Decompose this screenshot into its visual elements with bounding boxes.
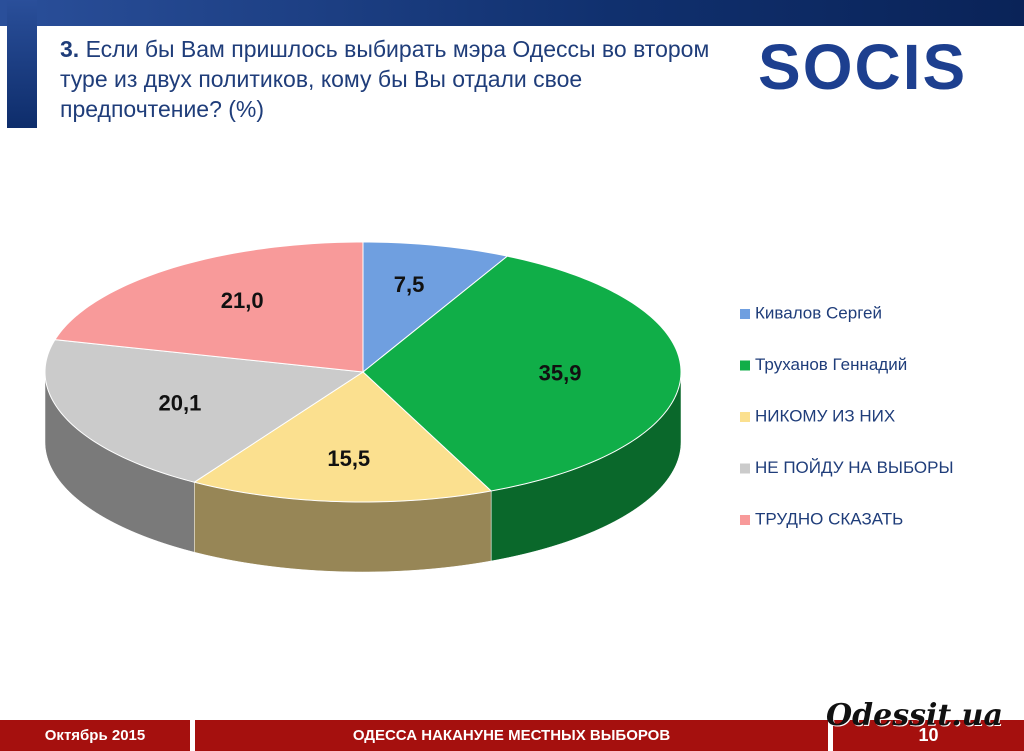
legend-label: Кивалов Сергей xyxy=(755,303,882,322)
data-label: 7,5 xyxy=(394,272,425,297)
watermark: Odessit.ua xyxy=(826,698,1003,733)
question-number: 3. xyxy=(60,36,80,62)
data-label: 15,5 xyxy=(327,446,370,471)
legend-label: НЕ ПОЙДУ НА ВЫБОРЫ xyxy=(755,458,954,477)
pie-slice xyxy=(54,241,364,373)
logo: SOCIS xyxy=(758,31,968,103)
pie-slice xyxy=(193,371,493,503)
left-bar xyxy=(7,0,37,128)
footer-title: ОДЕССА НАКАНУНЕ МЕСТНЫХ ВЫБОРОВ xyxy=(195,720,828,751)
pie-slice xyxy=(362,241,509,374)
legend-swatch xyxy=(740,412,750,422)
footer-date: Октябрь 2015 xyxy=(0,720,190,751)
legend-label: ТРУДНО СКАЗАТЬ xyxy=(755,509,903,528)
legend-swatch xyxy=(740,515,750,525)
data-label: 21,0 xyxy=(221,288,264,313)
top-bar xyxy=(0,0,1024,26)
pie-slice xyxy=(362,255,682,492)
data-label: 20,1 xyxy=(159,391,202,416)
pie-slice xyxy=(44,339,365,483)
question-text: Если бы Вам пришлось выбирать мэра Одесс… xyxy=(60,36,710,122)
legend-label: Труханов Геннадий xyxy=(755,355,907,374)
legend-swatch xyxy=(740,309,750,319)
legend-label: НИКОМУ ИЗ НИХ xyxy=(755,406,895,425)
page-number: 10 xyxy=(833,720,1024,751)
data-label: 35,9 xyxy=(539,360,582,385)
title: 3. Если бы Вам пришлось выбирать мэра Од… xyxy=(60,34,740,124)
legend-swatch xyxy=(740,463,750,474)
legend-swatch xyxy=(740,360,750,371)
